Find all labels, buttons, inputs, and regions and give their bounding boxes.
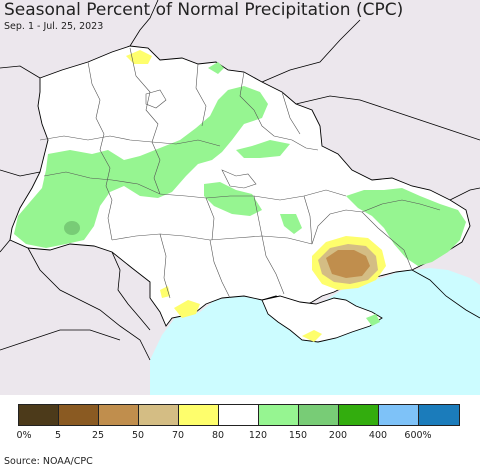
dark-green-patch bbox=[64, 221, 80, 235]
legend-tick-label: 80 bbox=[211, 430, 225, 441]
map-title: Seasonal Percent of Normal Precipitation… bbox=[4, 0, 404, 20]
legend-swatch bbox=[339, 405, 379, 425]
legend-tick-label: 50 bbox=[131, 430, 145, 441]
legend-swatch bbox=[299, 405, 339, 425]
legend-swatch bbox=[419, 405, 459, 425]
legend-tick-label: 0% bbox=[16, 430, 32, 441]
legend-swatch bbox=[379, 405, 419, 425]
legend-tick-label: 5 bbox=[54, 430, 62, 441]
legend-swatch bbox=[179, 405, 219, 425]
legend-swatch bbox=[139, 405, 179, 425]
green-regions bbox=[14, 62, 466, 326]
admin-boundaries bbox=[39, 47, 441, 299]
precipitation-map bbox=[0, 0, 480, 395]
legend-swatch bbox=[219, 405, 259, 425]
legend-tick-label: 150 bbox=[288, 430, 308, 441]
country-borders bbox=[0, 0, 480, 361]
legend-tick-label: 120 bbox=[248, 430, 268, 441]
legend-tick-label: 70 bbox=[171, 430, 185, 441]
legend-tick-label: 25 bbox=[91, 430, 105, 441]
legend-tick-label: 600% bbox=[404, 430, 432, 441]
legend-tick-label: 200 bbox=[328, 430, 348, 441]
legend-swatch bbox=[259, 405, 299, 425]
source-note: Source: NOAA/CPC bbox=[4, 456, 93, 467]
color-legend: 0% 5 25 50 70 80 120 150 200 400 600% bbox=[16, 404, 460, 441]
legend-swatch bbox=[19, 405, 59, 425]
legend-swatch bbox=[59, 405, 99, 425]
legend-tick-label: 400 bbox=[368, 430, 388, 441]
map-subtitle: Sep. 1 - Jul. 25, 2023 bbox=[4, 21, 104, 32]
legend-swatch bbox=[99, 405, 139, 425]
legend-swatches bbox=[18, 404, 460, 426]
brown-region bbox=[326, 250, 370, 278]
